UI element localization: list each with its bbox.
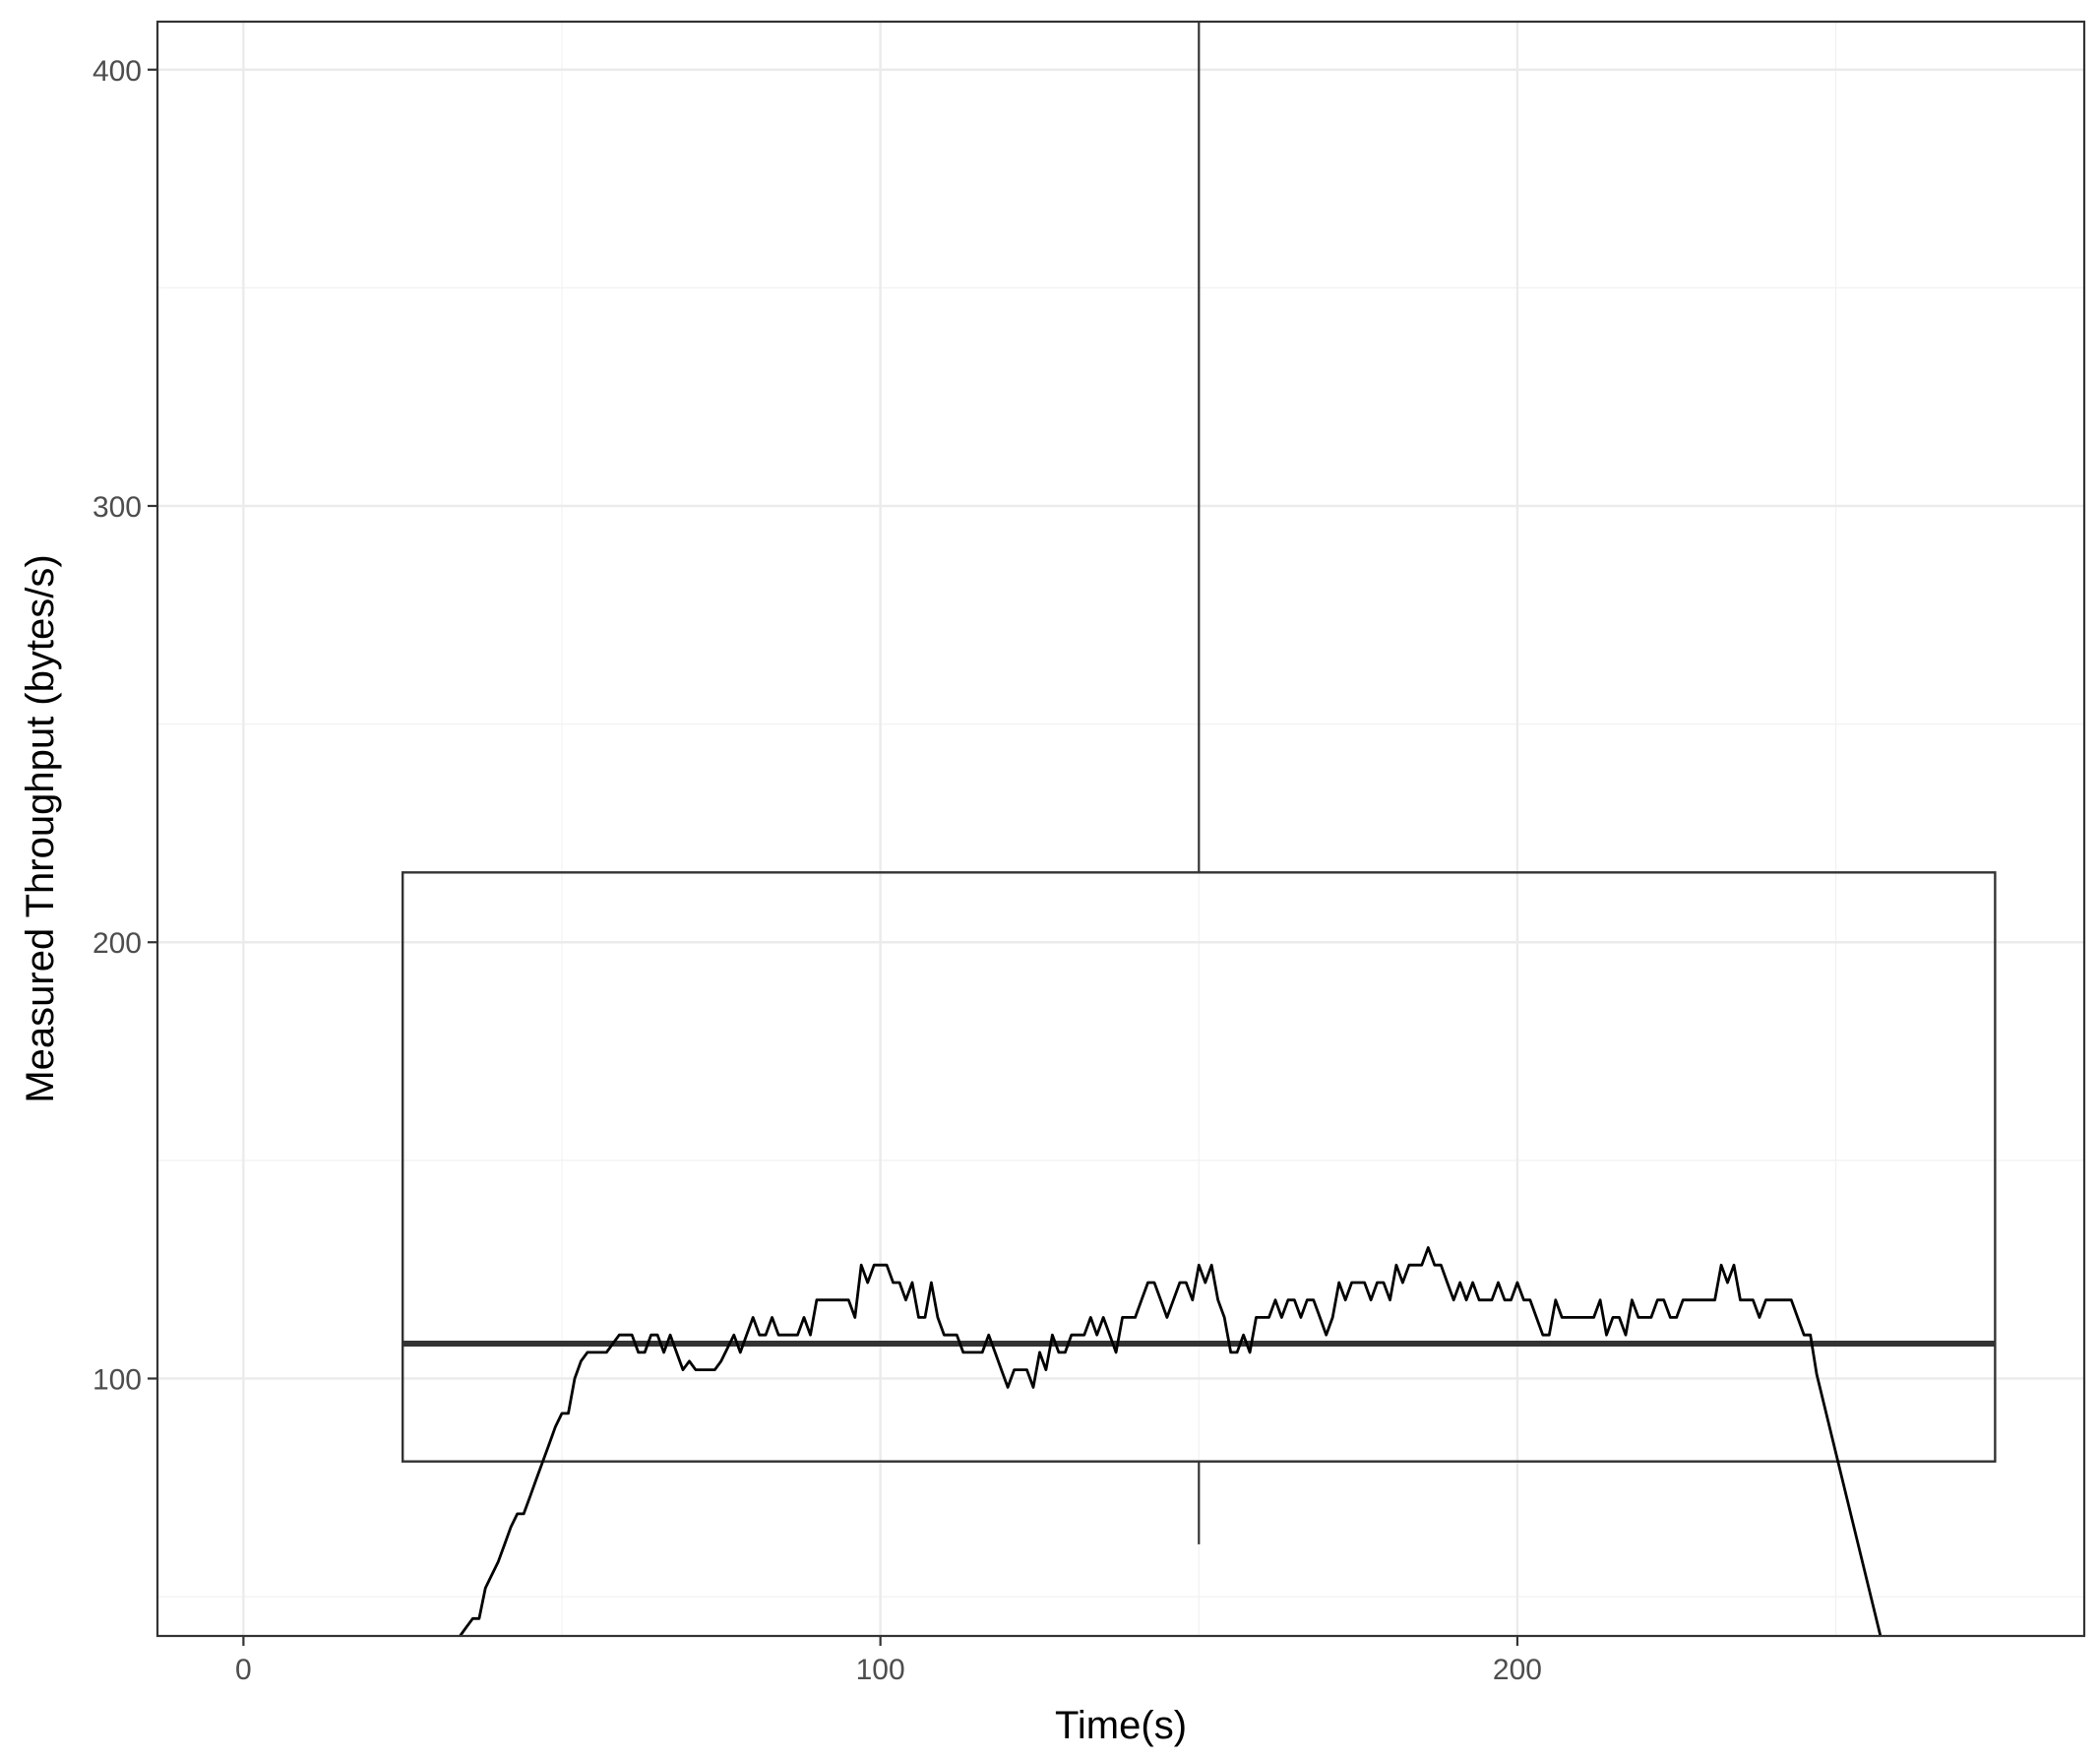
panel-border <box>155 20 2086 1638</box>
axis-ticks <box>148 68 1519 1646</box>
series-line-0 <box>459 1246 1883 1637</box>
x-axis-title: Time(s) <box>1055 1704 1187 1747</box>
y-tick-label-200: 200 <box>93 927 142 960</box>
box-iqr <box>401 871 1997 1463</box>
y-tick-label-400: 400 <box>93 55 142 88</box>
x-tick-label-0: 0 <box>235 1654 252 1686</box>
plot-panel-background <box>157 22 2084 1636</box>
y-axis-title: Measured Throughput (bytes/s) <box>19 554 62 1102</box>
x-tick-label-200: 200 <box>1493 1654 1542 1686</box>
series-layer <box>459 1246 1883 1637</box>
y-tick-label-300: 300 <box>93 491 142 524</box>
tick-labels: 0 100 200 100 200 300 400 <box>93 55 1542 1686</box>
x-tick-label-100: 100 <box>856 1654 905 1686</box>
y-tick-label-100: 100 <box>93 1363 142 1396</box>
grid-major <box>157 22 2084 1636</box>
